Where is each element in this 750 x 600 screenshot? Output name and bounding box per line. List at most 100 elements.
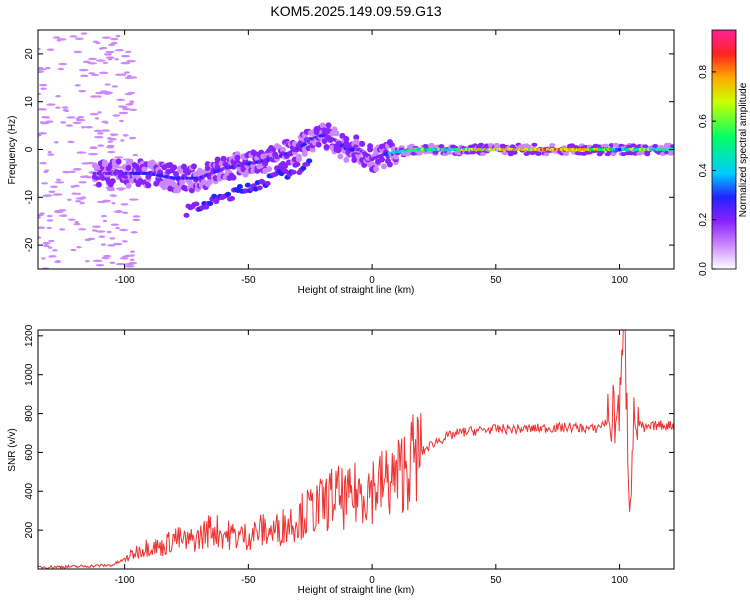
spectrogram-cell (74, 221, 79, 224)
spectrogram-cell (120, 61, 131, 65)
spectrogram-cell (87, 62, 97, 65)
spectrogram-cell (47, 246, 53, 249)
spectrogram-cell (76, 151, 87, 154)
spectrogram-cell (59, 228, 66, 231)
spectrogram-cell (73, 222, 81, 226)
spectrogram-cell (78, 89, 87, 93)
spectrogram-cell (121, 73, 127, 76)
spectrogram-cell (145, 182, 152, 189)
spectrogram-cell (109, 178, 116, 185)
spectrogram-cell (295, 153, 302, 160)
snr-y-label: SNR (v/v) (7, 428, 18, 471)
spectrogram-cell (76, 245, 82, 249)
spectrogram-cell (190, 163, 197, 170)
spectrogram-cell (111, 85, 119, 88)
snr-plot-area (38, 330, 674, 569)
spectrogram-cell (188, 187, 195, 194)
spectrogram-cell (78, 181, 87, 184)
spectrogram-cell (380, 163, 387, 170)
spectrogram-cell (325, 122, 332, 129)
spectrogram-cell (101, 36, 112, 39)
colorbar-tick-label: 0.8 (698, 64, 709, 78)
y-tick-label: 10 (24, 96, 35, 108)
snr-y-axis: 200 400 600 800 1000 1200 (24, 324, 674, 538)
spectrogram-cell (103, 92, 112, 95)
spectrogram-cell (97, 144, 105, 147)
spectrogram-cell (91, 229, 98, 232)
spectrogram-cell (179, 179, 186, 186)
spectrogram-cell (92, 40, 99, 43)
spectrogram-cell (114, 58, 120, 61)
spectrogram-cell (220, 155, 227, 162)
spectrogram-y-axis: -20 -10 0 10 20 (24, 48, 674, 252)
spectrogram-cell (95, 181, 102, 188)
spectrogram-cell (55, 95, 61, 98)
spectrogram-cell (79, 201, 85, 205)
spectrogram-cell (78, 228, 87, 231)
spectrogram-cell (319, 122, 326, 129)
spectrogram-cell (96, 200, 107, 204)
spectrogram-cell (353, 134, 360, 141)
spectrogram-cell (104, 83, 111, 86)
spectrogram-cell (113, 210, 124, 213)
spectrogram-cell (309, 146, 316, 153)
spectrogram-cell (70, 248, 77, 252)
spectrogram-cell (38, 133, 42, 137)
spectrogram-cell (171, 164, 178, 171)
spectrogram-cell (101, 214, 107, 218)
spectrogram-cell (301, 150, 308, 157)
spectrogram-cell (38, 70, 45, 74)
y-tick-label: 1000 (24, 363, 35, 386)
spectrogram-cell (114, 49, 125, 52)
spectrogram-cell (67, 198, 72, 201)
spectrogram-cell (71, 192, 78, 195)
spectrogram-cell (116, 98, 126, 102)
spectrogram-cell (127, 158, 134, 165)
spectrogram-cell (106, 137, 113, 140)
spectrogram-cell (549, 143, 556, 148)
spectrogram-cell (114, 73, 124, 76)
spectrogram-cell (193, 201, 200, 207)
spectrogram-cell (72, 121, 82, 125)
spectrogram-cell (80, 196, 87, 199)
spectrogram-cell (112, 242, 123, 246)
spectrogram-cell (157, 169, 164, 176)
spectrogram-cell (104, 53, 110, 56)
spectrogram-cell (115, 226, 120, 230)
spectrogram-cell (60, 121, 67, 124)
spectrogram-cell (62, 170, 71, 174)
spectrogram-cell (602, 143, 609, 148)
colorbar-tick-label: 0.0 (698, 262, 709, 276)
x-tick-label: -100 (115, 275, 135, 286)
spectrogram-cell (337, 153, 344, 160)
spectrogram-cell (173, 171, 180, 178)
spectrogram-cell (92, 259, 103, 263)
spectrogram-cell (493, 142, 500, 147)
spectrogram-cell (230, 174, 237, 181)
snr-series-line (38, 330, 674, 569)
y-tick-label: 600 (24, 444, 35, 461)
snr-panel: -100 -50 0 50 100 200 400 600 800 1000 1200 Heigh… (7, 324, 675, 596)
spectrogram-cell (102, 219, 107, 223)
spectrogram-cell (102, 61, 108, 64)
spectrogram-x-label: Height of straight line (km) (298, 285, 415, 296)
spectrogram-cell (244, 182, 251, 188)
colorbar: 0.0 0.2 0.4 0.6 0.8 Normalized spectral ampl… (698, 29, 749, 276)
spectrogram-cell (89, 112, 99, 116)
spectrogram-cell (47, 150, 52, 154)
spectrogram-cell (74, 37, 84, 40)
spectrogram-cell (66, 116, 76, 119)
spectrogram-cell (236, 184, 243, 190)
spectrogram-cell (105, 50, 115, 54)
spectrogram-cell (41, 182, 49, 185)
spectrogram-cell (88, 72, 95, 75)
spectrogram-cell (107, 150, 116, 154)
spectrogram-cell (351, 157, 358, 164)
spectrogram-cell (56, 39, 62, 42)
spectrogram-cell (101, 159, 108, 166)
chart-title: KOM5.2025.149.09.59.G13 (270, 3, 441, 19)
spectrogram-cell (122, 211, 129, 214)
spectrogram-cell (48, 239, 55, 243)
spectrogram-cell (38, 132, 48, 135)
